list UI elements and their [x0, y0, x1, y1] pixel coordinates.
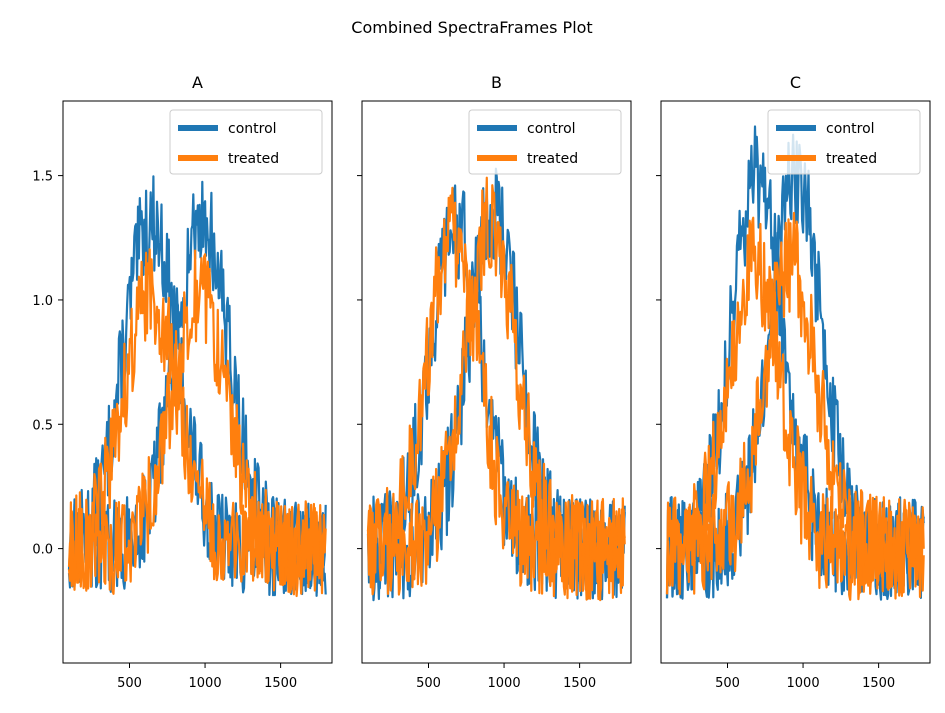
series-group [366, 167, 626, 602]
y-tick-label: 0.5 [32, 418, 53, 433]
x-tick-label: 500 [416, 676, 441, 691]
panel-title: A [192, 73, 203, 92]
legend-label-control: control [228, 121, 277, 137]
y-tick-label: 1.0 [32, 294, 53, 309]
x-tick-label: 1000 [488, 676, 521, 691]
x-tick-label: 1000 [189, 676, 222, 691]
panels: A 500 1000 1500 0.0 0.5 1.0 1.5 control treated B 5… [32, 73, 931, 691]
series-line-control-1 [665, 125, 925, 601]
series-line-treated-2 [67, 249, 327, 596]
x-tick-label: 1500 [563, 676, 596, 691]
series-group [67, 175, 327, 598]
legend-label-control: control [826, 121, 875, 137]
legend-label-control: control [527, 121, 576, 137]
y-tick-label: 0.0 [32, 543, 53, 558]
series-line-treated-2 [366, 176, 626, 602]
series-line-treated-1 [366, 186, 626, 601]
figure-title: Combined SpectraFrames Plot [351, 18, 592, 37]
x-tick-label: 500 [117, 676, 142, 691]
panel-c: C 500 1000 1500 control treated [656, 73, 931, 691]
panel-title: B [491, 73, 502, 92]
panel-b: B 500 1000 1500 control treated [357, 73, 632, 691]
axes-frame [361, 100, 632, 664]
legend: control treated [767, 109, 921, 175]
y-tick-label: 1.5 [32, 170, 53, 185]
panel-a: A 500 1000 1500 0.0 0.5 1.0 1.5 control treated [32, 73, 333, 691]
legend-label-treated: treated [228, 151, 279, 167]
panel-title: C [790, 73, 801, 92]
legend-label-treated: treated [527, 151, 578, 167]
legend-label-treated: treated [826, 151, 877, 167]
series-group [665, 125, 925, 601]
legend: control treated [468, 109, 622, 175]
x-tick-label: 1500 [862, 676, 895, 691]
legend: control treated [169, 109, 323, 175]
axes-frame [660, 100, 931, 664]
x-tick-label: 1000 [787, 676, 820, 691]
axes-frame [62, 100, 333, 664]
series-line-treated-2 [665, 211, 925, 600]
x-tick-label: 1500 [264, 676, 297, 691]
x-tick-label: 500 [715, 676, 740, 691]
